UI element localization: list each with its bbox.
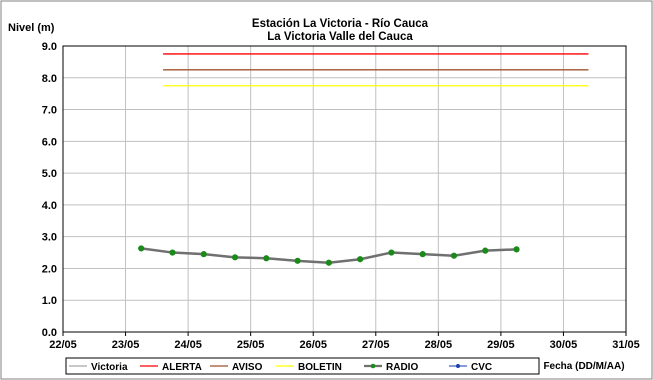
plot-area — [62, 45, 627, 333]
legend-box — [65, 357, 540, 375]
x-tick-label: 22/05 — [49, 339, 77, 351]
legend-label: CVC — [471, 362, 492, 373]
y-tick-label: 3.0 — [42, 232, 57, 244]
y-tick-label: 5.0 — [42, 168, 57, 180]
data-point — [200, 251, 207, 258]
legend-label: RADIO — [386, 362, 418, 373]
data-point — [325, 259, 332, 266]
x-tick-label: 29/05 — [487, 339, 515, 351]
x-tick-label: 23/05 — [112, 339, 140, 351]
y-tick-label: 4.0 — [42, 200, 57, 212]
data-point — [513, 246, 520, 253]
x-tick-label: 30/05 — [550, 339, 578, 351]
x-tick-label: 31/05 — [612, 339, 640, 351]
plot-layer: 0.0 1.0 2.0 3.0 4.0 5.0 6.0 7.0 8.0 9.0 22/05 23/05… — [42, 41, 640, 351]
x-axis-label: Fecha (DD/M/AA) — [543, 361, 624, 372]
y-tick-label: 2.0 — [42, 263, 57, 275]
data-point — [263, 255, 270, 262]
chart-title: Estación La Victoria - Río Cauca — [252, 18, 429, 30]
legend: Victoria ALERTA AVISO BOLETIN RADIO CVC — [65, 357, 540, 375]
y-tick-label: 9.0 — [42, 41, 57, 53]
data-point — [169, 249, 176, 256]
x-tick-label: 27/05 — [362, 339, 390, 351]
data-point — [482, 247, 489, 254]
legend-label: Victoria — [91, 362, 128, 373]
data-point — [357, 256, 364, 263]
data-point — [388, 249, 395, 256]
data-point — [138, 245, 145, 252]
x-tick-label: 24/05 — [174, 339, 202, 351]
data-point — [450, 252, 458, 259]
x-tick-label: 28/05 — [425, 339, 453, 351]
y-tick-label: 8.0 — [42, 73, 57, 85]
legend-label: ALERTA — [162, 362, 202, 373]
chart-subtitle: La Victoria Valle del Cauca — [267, 31, 413, 43]
legend-marker — [456, 364, 460, 368]
legend-label: BOLETIN — [298, 362, 342, 373]
x-tick-label: 26/05 — [299, 339, 327, 351]
data-point — [231, 254, 239, 261]
data-point — [294, 257, 301, 264]
y-tick-label: 0.0 — [42, 327, 57, 339]
y-axis-label: Nivel (m) — [8, 22, 55, 34]
x-tick-label: 25/05 — [237, 339, 265, 351]
y-tick-label: 1.0 — [42, 295, 57, 307]
legend-label: AVISO — [232, 362, 263, 373]
data-point — [419, 251, 426, 258]
y-tick-label: 7.0 — [42, 105, 57, 117]
y-tick-label: 6.0 — [42, 136, 57, 148]
legend-marker — [370, 363, 376, 369]
